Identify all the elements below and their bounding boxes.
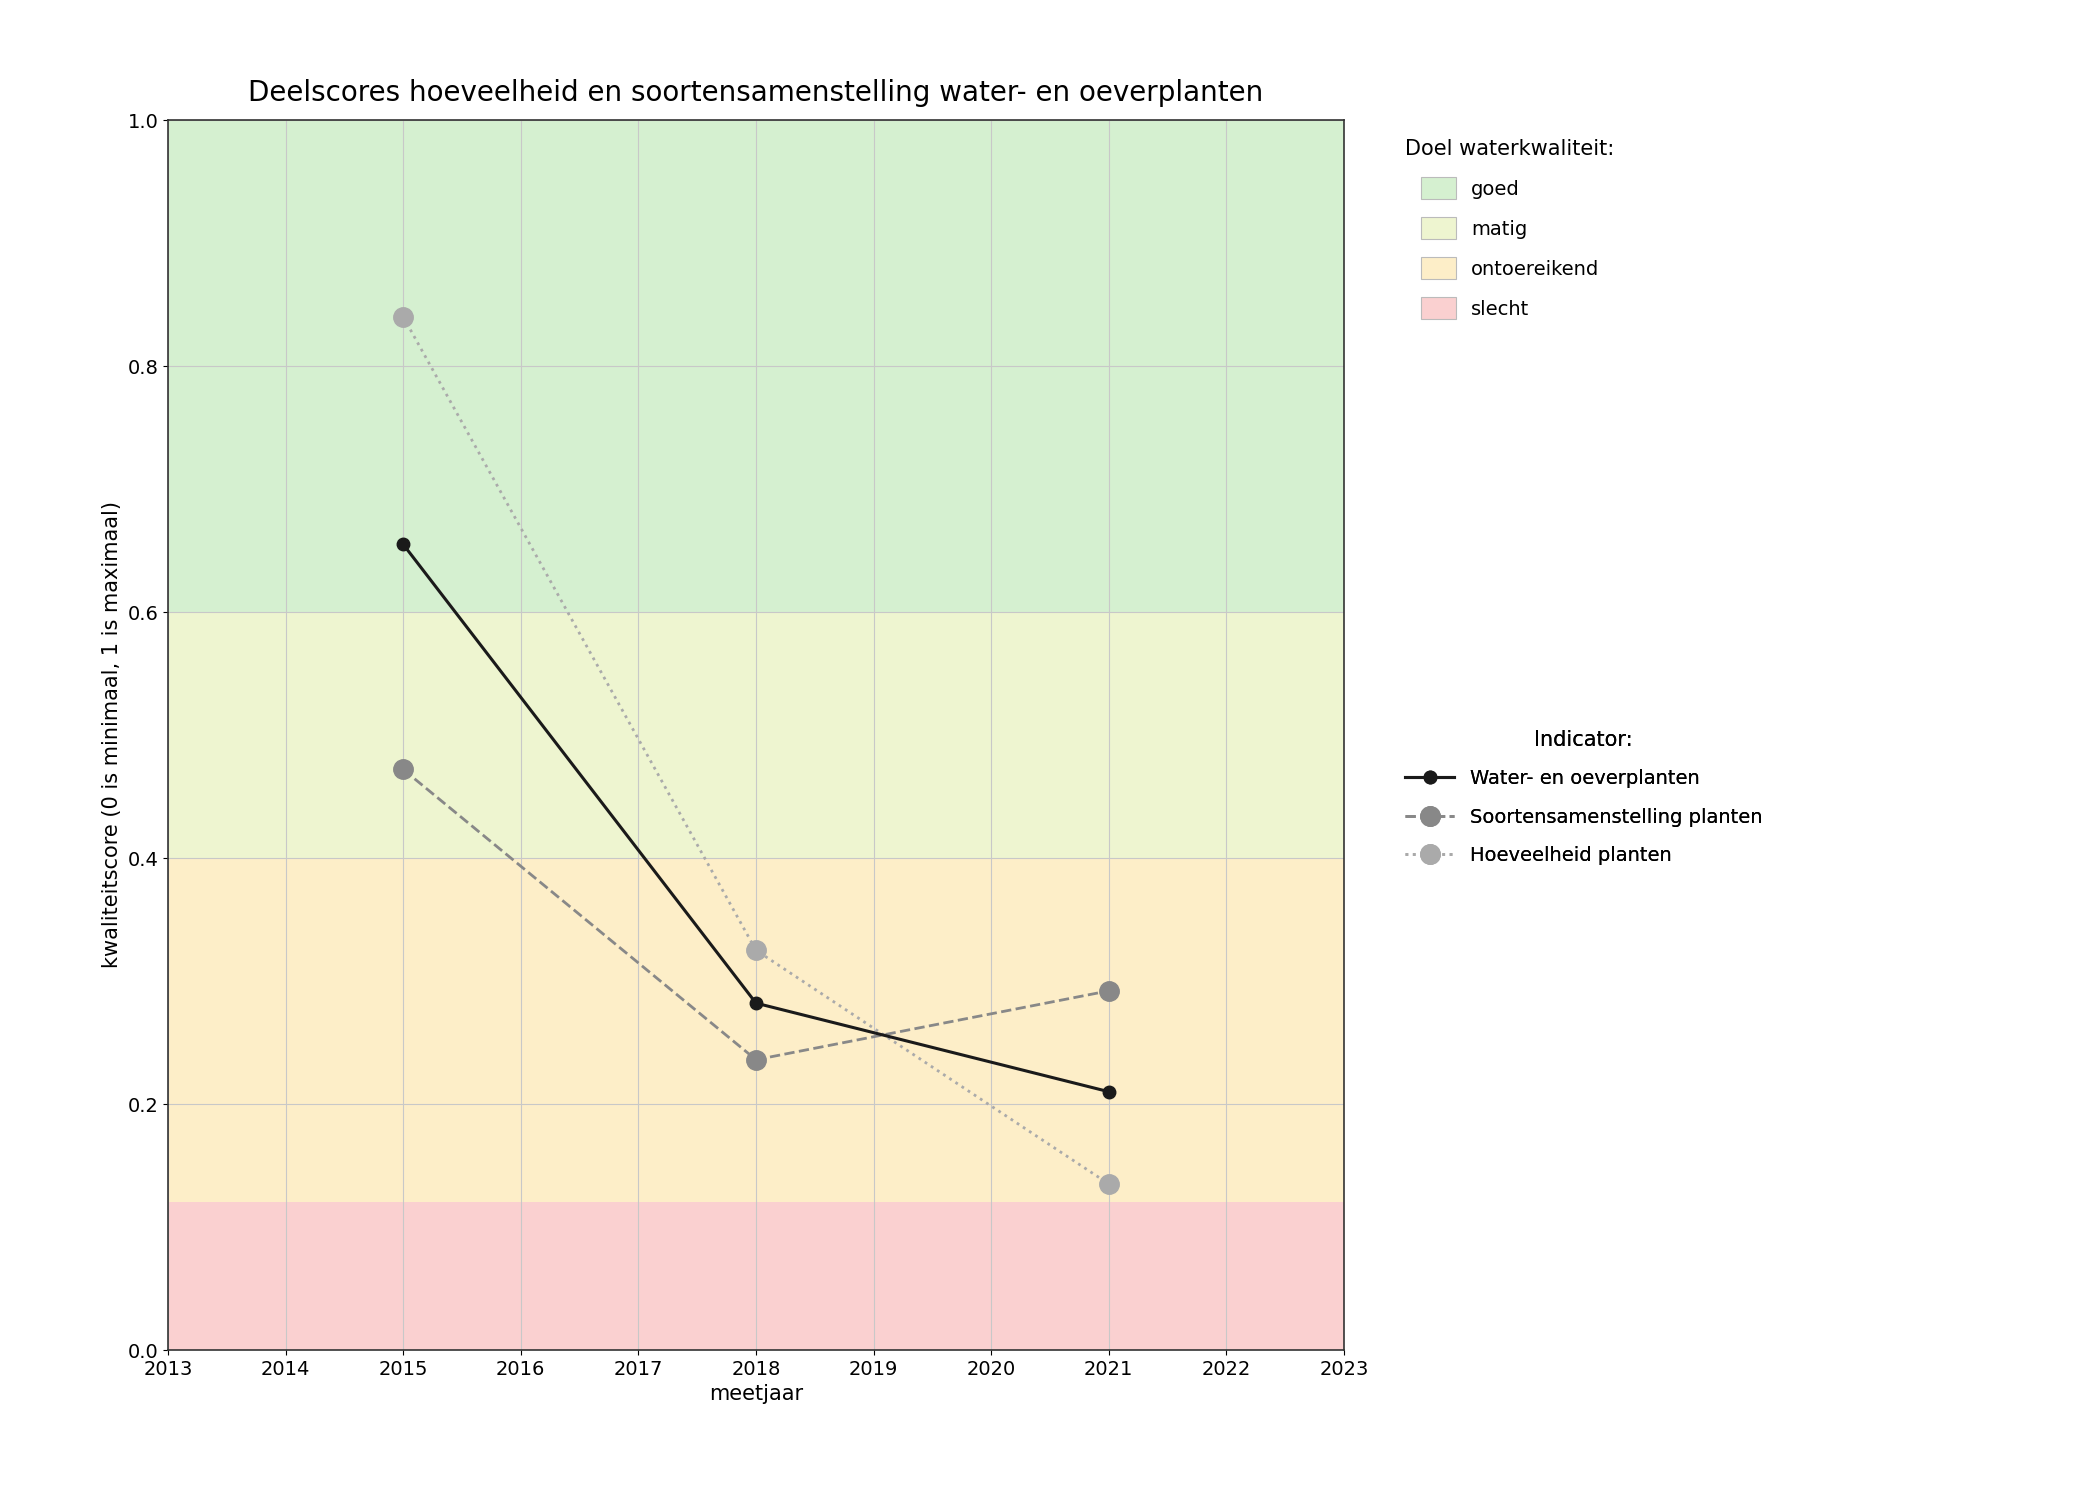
Line: Water- en oeverplanten: Water- en oeverplanten [397,538,1115,1098]
Hoeveelheid planten [1096,1174,1121,1192]
Title: Deelscores hoeveelheid en soortensamenstelling water- en oeverplanten: Deelscores hoeveelheid en soortensamenst… [248,78,1264,106]
Y-axis label: kwaliteitscore (0 is minimaal, 1 is maximaal): kwaliteitscore (0 is minimaal, 1 is maxi… [101,501,122,969]
Water- en oeverplanten [391,536,416,554]
Line: Soortensamenstelling planten: Soortensamenstelling planten [393,759,1119,1070]
Hoeveelheid planten [391,308,416,326]
Bar [168,1203,1344,1350]
Hoeveelheid planten [743,942,769,960]
Soortensamenstelling planten [391,760,416,778]
Bar [168,858,1344,1203]
Soortensamenstelling planten [743,1050,769,1068]
Water- en oeverplanten [743,994,769,1012]
Legend: Water- en oeverplanten, Soortensamenstelling planten, Hoeveelheid planten: Water- en oeverplanten, Soortensamenstel… [1396,720,1772,874]
Bar [168,120,1344,612]
Soortensamenstelling planten [1096,982,1121,1000]
X-axis label: meetjaar: meetjaar [710,1384,802,1404]
Water- en oeverplanten [1096,1083,1121,1101]
Line: Hoeveelheid planten: Hoeveelheid planten [393,308,1119,1194]
Bar [168,612,1344,858]
